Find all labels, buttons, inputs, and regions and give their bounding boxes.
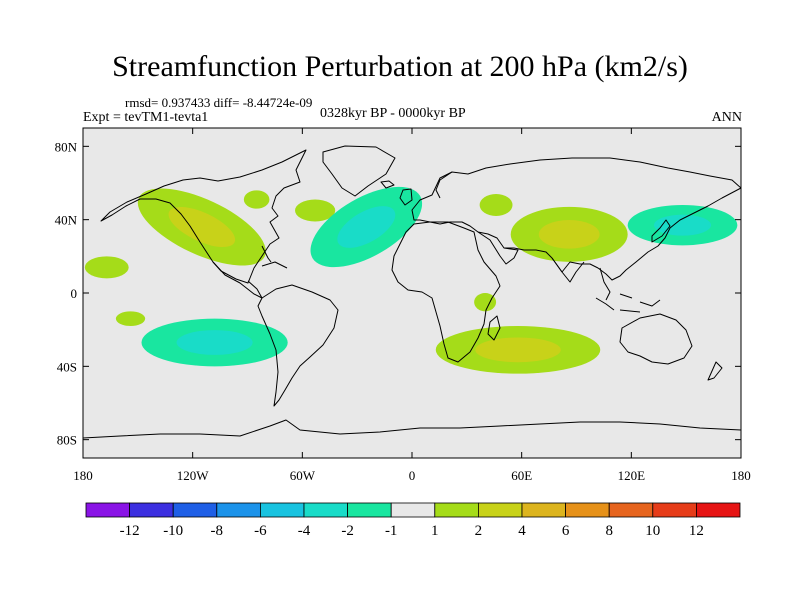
coast-indonesia: [595, 293, 661, 313]
contour-level-1: [84, 256, 129, 279]
coast-se-asia: [599, 267, 611, 301]
coast-uk: [399, 188, 413, 206]
colorbar-swatch: [477, 502, 523, 518]
anomaly-region-11: [141, 318, 288, 367]
rmsd-diff-stats: rmsd= 0.937433 diff= -8.44724e-09: [125, 95, 313, 110]
contour-level-2: [538, 220, 600, 249]
contour-level-neg2: [176, 330, 253, 355]
colorbar-swatch: [303, 502, 348, 518]
colorbar-swatch: [216, 502, 261, 518]
colorbar-swatch: [390, 502, 436, 518]
contour-level-1: [474, 293, 497, 312]
coast-antarctica: [83, 419, 741, 439]
colorbar-swatch: [347, 502, 392, 518]
colorbar-swatch: [521, 502, 566, 518]
colorbar-label: 4: [518, 523, 526, 539]
coast-cuba: [261, 261, 288, 269]
colorbar-label: 8: [605, 523, 613, 539]
coast-japan: [651, 219, 671, 243]
colorbar-swatch: [129, 502, 174, 518]
coast-australia: [619, 313, 693, 365]
coast-eurasia: [411, 157, 741, 281]
anomaly-region-2: [243, 190, 270, 209]
plot-title: Streamfunction Perturbation at 200 hPa (…: [112, 50, 688, 83]
y-tick-label: 40N: [55, 213, 78, 228]
colorbar-swatch: [696, 502, 741, 518]
colorbar-swatch: [434, 502, 479, 518]
coast-arabia: [477, 231, 519, 265]
anomaly-region-10: [474, 293, 497, 312]
contour-level-1: [295, 199, 336, 222]
y-tick-label: 0: [71, 286, 78, 301]
colorbar-swatch: [259, 502, 305, 518]
x-tick-label: 180: [73, 468, 93, 483]
period-label: 0328kyr BP - 0000kyr BP: [320, 106, 466, 121]
colorbar-swatch: [85, 502, 130, 518]
colorbar-swatch: [652, 502, 697, 518]
anomaly-region-4: [84, 256, 129, 279]
coast-florida: [261, 245, 272, 263]
coast-india: [551, 257, 585, 283]
coast-new-zealand: [707, 361, 723, 381]
x-tick-label: 60E: [511, 468, 532, 483]
coast-africa: [391, 221, 501, 363]
contour-level-1: [115, 311, 146, 326]
contour-level-2: [168, 206, 236, 248]
anomaly-region-6: [310, 186, 423, 268]
y-tick-label: 40S: [57, 359, 77, 374]
x-tick-label: 120E: [618, 468, 646, 483]
coast-scandinavia: [435, 171, 453, 199]
y-tick-label: 80S: [57, 433, 77, 448]
anomaly-region-7: [479, 194, 513, 216]
colorbar-label: 2: [475, 523, 483, 539]
colorbar-label: -12: [120, 523, 140, 539]
coast-central-america: [212, 261, 263, 299]
contour-level-neg2: [337, 206, 396, 248]
y-tick-label: 80N: [55, 139, 78, 154]
colorbar-swatch: [565, 502, 610, 518]
x-tick-label: 180: [731, 468, 751, 483]
colorbar-label: -10: [163, 523, 183, 539]
season-label: ANN: [711, 110, 742, 125]
colorbar-swatch: [172, 502, 218, 518]
coast-north-america: [100, 149, 307, 284]
contour-level-2: [475, 337, 561, 363]
coast-iceland: [380, 180, 395, 189]
anomaly-region-3: [295, 199, 336, 222]
anomaly-region-9: [627, 205, 738, 246]
colorbar-label: 1: [431, 523, 439, 539]
x-tick-label: 120W: [177, 468, 210, 483]
x-tick-label: 60W: [290, 468, 316, 483]
map-background: [83, 128, 741, 458]
experiment-label: Expt = tevTM1-tevta1: [83, 110, 209, 125]
colorbar-label: 6: [562, 523, 570, 539]
colorbar-label: -4: [298, 523, 311, 539]
contour-level-1: [243, 190, 270, 209]
anomaly-region-12: [435, 326, 601, 374]
anomaly-region-5: [115, 311, 146, 326]
colorbar-label: -2: [341, 523, 354, 539]
colorbar-label: -1: [385, 523, 398, 539]
colorbar-swatch: [608, 502, 654, 518]
colorbar-label: 12: [689, 523, 704, 539]
coast-madagascar: [487, 315, 501, 341]
x-tick-label: 0: [409, 468, 416, 483]
coast-greenland: [322, 145, 396, 197]
coast-south-america: [257, 284, 339, 407]
colorbar-label: -6: [254, 523, 267, 539]
anomaly-region-1: [137, 188, 266, 266]
contour-level-1: [479, 194, 513, 216]
colorbar-label: 10: [645, 523, 660, 539]
anomaly-region-8: [510, 206, 628, 262]
colorbar-label: -8: [211, 523, 224, 539]
